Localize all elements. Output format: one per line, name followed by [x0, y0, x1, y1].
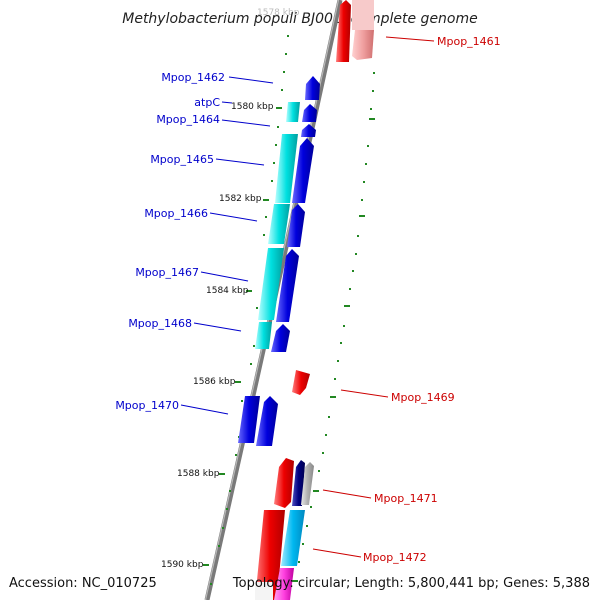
label-mpop-1467[interactable]: Mpop_1467: [135, 266, 199, 279]
gene-mpop-1466[interactable]: [268, 204, 305, 247]
label-mpop-1472[interactable]: Mpop_1472: [363, 551, 427, 564]
gene-mpop-1465[interactable]: [275, 134, 314, 203]
gene-mpop-1470[interactable]: [238, 396, 278, 446]
label-mpop-1466[interactable]: Mpop_1466: [144, 207, 208, 220]
label-mpop-1469[interactable]: Mpop_1469: [391, 391, 455, 404]
gene-mpop-1471[interactable]: [274, 458, 314, 508]
label-mpop-1464[interactable]: Mpop_1464: [156, 113, 220, 126]
reverse-leader-lines: [312, 36, 435, 558]
map-title: Methylobacterium populi BJ001, complete …: [122, 11, 478, 27]
topology-text: Topology: circular; Length: 5,800,441 bp…: [232, 576, 590, 591]
accession-text: Accession: NC_010725: [9, 576, 157, 591]
scale-label-1588: 1588 kbp: [177, 469, 220, 479]
label-atpc[interactable]: atpC: [194, 96, 220, 109]
gene-atpc[interactable]: [286, 102, 300, 122]
gene-mpop-1472[interactable]: [255, 510, 305, 600]
gene-mpop-1467[interactable]: [258, 248, 299, 322]
label-mpop-1461[interactable]: Mpop_1461: [437, 35, 501, 48]
gene-mpop-1461[interactable]: [336, 0, 374, 62]
label-mpop-1468[interactable]: Mpop_1468: [128, 317, 192, 330]
scale-label-1580: 1580 kbp: [231, 102, 274, 112]
reverse-gene-labels: Mpop_1461 Mpop_1469 Mpop_1471 Mpop_1472: [363, 35, 501, 564]
gene-mpop-1469[interactable]: [292, 370, 310, 395]
forward-leader-lines: [180, 76, 274, 415]
scale-label-1584: 1584 kbp: [206, 286, 249, 296]
forward-gene-labels: Mpop_1462 atpC Mpop_1464 Mpop_1465 Mpop_…: [115, 71, 225, 412]
gene-mpop-1462[interactable]: [305, 76, 320, 100]
gene-mpop-1464[interactable]: [301, 124, 316, 137]
label-mpop-1462[interactable]: Mpop_1462: [161, 71, 225, 84]
label-mpop-1471[interactable]: Mpop_1471: [374, 492, 438, 505]
gene-atpc-partner[interactable]: [302, 104, 317, 122]
label-mpop-1470[interactable]: Mpop_1470: [115, 399, 179, 412]
scale-label-1586: 1586 kbp: [193, 377, 236, 387]
scale-label-1578: 1578 kbp: [257, 8, 300, 18]
scale-label-1582: 1582 kbp: [219, 194, 262, 204]
scale-label-1590: 1590 kbp: [161, 560, 204, 570]
outer-tick-ring: [292, 72, 375, 582]
inner-tick-ring: [203, 35, 289, 585]
gene-mpop-1468[interactable]: [255, 322, 290, 352]
label-mpop-1465[interactable]: Mpop_1465: [150, 153, 214, 166]
